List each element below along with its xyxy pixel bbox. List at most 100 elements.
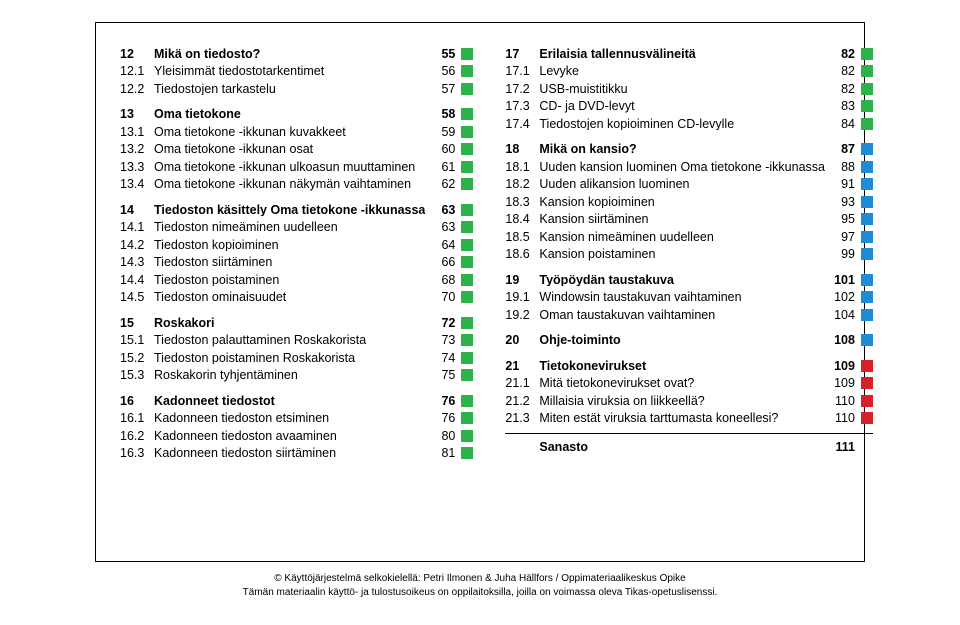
toc-number: 14.2 bbox=[120, 239, 154, 252]
toc-title: Kansion poistaminen bbox=[539, 248, 825, 261]
toc-title: Mitä tietokonevirukset ovat? bbox=[539, 377, 825, 390]
toc-page-number: 83 bbox=[825, 100, 861, 113]
toc-row: 12Mikä on tiedosto?55 bbox=[120, 45, 473, 63]
toc-page-number: 84 bbox=[825, 118, 861, 131]
toc-title: Oma tietokone -ikkunan osat bbox=[154, 143, 425, 156]
toc-page-number: 76 bbox=[425, 395, 461, 408]
toc-number: 15.1 bbox=[120, 334, 154, 347]
toc-page-number: 102 bbox=[825, 291, 861, 304]
toc-number: 20 bbox=[505, 334, 539, 347]
toc-row: 14.2Tiedoston kopioiminen64 bbox=[120, 236, 473, 254]
color-square-icon bbox=[461, 204, 473, 216]
toc-number: 12 bbox=[120, 48, 154, 61]
toc-title: Erilaisia tallennusvälineitä bbox=[539, 48, 825, 61]
toc-page-number: 110 bbox=[825, 395, 861, 408]
toc-title: Oma tietokone bbox=[154, 108, 425, 121]
toc-number: 17.2 bbox=[505, 83, 539, 96]
toc-page-number: 76 bbox=[425, 412, 461, 425]
color-square-icon bbox=[861, 274, 873, 286]
toc-page-number: 61 bbox=[425, 161, 461, 174]
toc-row: 18.5Kansion nimeäminen uudelleen97 bbox=[505, 228, 873, 246]
color-square-icon bbox=[461, 126, 473, 138]
toc-title: Tiedoston palauttaminen Roskakorista bbox=[154, 334, 425, 347]
toc-row: 15Roskakori72 bbox=[120, 314, 473, 332]
color-square-icon bbox=[861, 412, 873, 424]
toc-page-number: 62 bbox=[425, 178, 461, 191]
toc-page-number: 59 bbox=[425, 126, 461, 139]
toc-number: 15.3 bbox=[120, 369, 154, 382]
color-square-icon bbox=[861, 118, 873, 130]
toc-title: Kadonneen tiedoston siirtäminen bbox=[154, 447, 425, 460]
toc-title: Tietokonevirukset bbox=[539, 360, 825, 373]
toc-page-number: 109 bbox=[825, 377, 861, 390]
toc-page-number: 109 bbox=[825, 360, 861, 373]
toc-row: 17.1Levyke82 bbox=[505, 63, 873, 81]
toc-page-number: 75 bbox=[425, 369, 461, 382]
toc-title: Windowsin taustakuvan vaihtaminen bbox=[539, 291, 825, 304]
toc-row: 16.2Kadonneen tiedoston avaaminen80 bbox=[120, 427, 473, 445]
color-square-icon bbox=[861, 231, 873, 243]
toc-title: Kansion kopioiminen bbox=[539, 196, 825, 209]
color-square-icon bbox=[861, 48, 873, 60]
toc-number: 16.2 bbox=[120, 430, 154, 443]
toc-page-number: 111 bbox=[825, 441, 861, 454]
toc-row: 13.4Oma tietokone -ikkunan näkymän vaiht… bbox=[120, 176, 473, 194]
toc-number: 15.2 bbox=[120, 352, 154, 365]
color-square-icon bbox=[461, 334, 473, 346]
toc-row: 16.1Kadonneen tiedoston etsiminen76 bbox=[120, 410, 473, 428]
toc-row: 14.1Tiedoston nimeäminen uudelleen63 bbox=[120, 219, 473, 237]
color-square-icon bbox=[461, 83, 473, 95]
toc-row: 20Ohje-toiminto108 bbox=[505, 332, 873, 350]
color-square-icon bbox=[861, 360, 873, 372]
toc-title: Kansion nimeäminen uudelleen bbox=[539, 231, 825, 244]
toc-number: 13.4 bbox=[120, 178, 154, 191]
toc-row: 15.3Roskakorin tyhjentäminen75 bbox=[120, 367, 473, 385]
color-square-icon bbox=[461, 395, 473, 407]
toc-number: 18.5 bbox=[505, 231, 539, 244]
color-square-icon bbox=[861, 213, 873, 225]
color-square-icon bbox=[861, 100, 873, 112]
toc-row: 18.2Uuden alikansion luominen91 bbox=[505, 176, 873, 194]
toc-row: 18Mikä on kansio?87 bbox=[505, 141, 873, 159]
toc-title: Yleisimmät tiedostotarkentimet bbox=[154, 65, 425, 78]
toc-row: 19.1Windowsin taustakuvan vaihtaminen102 bbox=[505, 289, 873, 307]
toc-row: 13.1Oma tietokone -ikkunan kuvakkeet59 bbox=[120, 123, 473, 141]
toc-number: 17.4 bbox=[505, 118, 539, 131]
toc-title: Mikä on kansio? bbox=[539, 143, 825, 156]
toc-row: 21.2Millaisia viruksia on liikkeellä?110 bbox=[505, 392, 873, 410]
toc-title: Tiedoston nimeäminen uudelleen bbox=[154, 221, 425, 234]
toc-title: Oma tietokone -ikkunan näkymän vaihtamin… bbox=[154, 178, 425, 191]
toc-page-number: 88 bbox=[825, 161, 861, 174]
toc-title: USB-muistitikku bbox=[539, 83, 825, 96]
toc-number: 16 bbox=[120, 395, 154, 408]
toc-number: 14 bbox=[120, 204, 154, 217]
toc-row: 18.3Kansion kopioiminen93 bbox=[505, 193, 873, 211]
color-square-icon bbox=[461, 65, 473, 77]
toc-title: Ohje-toiminto bbox=[539, 334, 825, 347]
toc-number: 12.2 bbox=[120, 83, 154, 96]
toc-page-number: 66 bbox=[425, 256, 461, 269]
toc-title: Uuden kansion luominen Oma tietokone -ik… bbox=[539, 161, 825, 174]
toc-number: 21.2 bbox=[505, 395, 539, 408]
toc-page-number: 110 bbox=[825, 412, 861, 425]
toc-page-number: 72 bbox=[425, 317, 461, 330]
color-square-icon bbox=[861, 143, 873, 155]
color-square-icon bbox=[461, 221, 473, 233]
toc-title: Miten estät viruksia tarttumasta koneell… bbox=[539, 412, 825, 425]
color-square-icon bbox=[861, 334, 873, 346]
toc-title: Kansion siirtäminen bbox=[539, 213, 825, 226]
toc-number: 12.1 bbox=[120, 65, 154, 78]
toc-row: 15.2Tiedoston poistaminen Roskakorista74 bbox=[120, 349, 473, 367]
toc-title: Tiedoston poistaminen Roskakorista bbox=[154, 352, 425, 365]
color-square-icon bbox=[861, 83, 873, 95]
toc-page-number: 82 bbox=[825, 48, 861, 61]
color-square-icon bbox=[861, 377, 873, 389]
toc-row: 14.5Tiedoston ominaisuudet70 bbox=[120, 289, 473, 307]
toc-page-number: 64 bbox=[425, 239, 461, 252]
toc-row: 21.1Mitä tietokonevirukset ovat?109 bbox=[505, 375, 873, 393]
color-square-icon bbox=[461, 178, 473, 190]
toc-page-number: 95 bbox=[825, 213, 861, 226]
toc-row: 17.4Tiedostojen kopioiminen CD-levylle84 bbox=[505, 115, 873, 133]
toc-number: 13.2 bbox=[120, 143, 154, 156]
toc-row: 16.3Kadonneen tiedoston siirtäminen81 bbox=[120, 445, 473, 463]
